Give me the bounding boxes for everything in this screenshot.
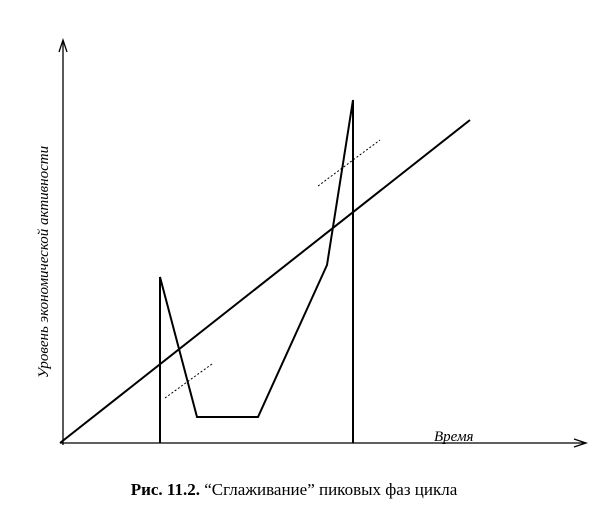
- y-axis-label: Уровень экономической активности: [36, 146, 52, 378]
- trend-line: [59, 119, 471, 444]
- y-axis-arrow: [58, 37, 68, 53]
- smoothing-mark: [164, 363, 213, 399]
- x-axis-label: Время: [434, 429, 474, 445]
- cycle-line: [159, 99, 354, 443]
- caption: Рис. 11.2. “Сглаживание” пиковых фаз цик…: [131, 480, 458, 499]
- caption-number: Рис. 11.2.: [131, 480, 200, 499]
- caption-text: “Сглаживание” пиковых фаз цикла: [204, 480, 458, 499]
- smoothing-mark: [317, 139, 381, 187]
- x-axis-arrow: [573, 438, 589, 448]
